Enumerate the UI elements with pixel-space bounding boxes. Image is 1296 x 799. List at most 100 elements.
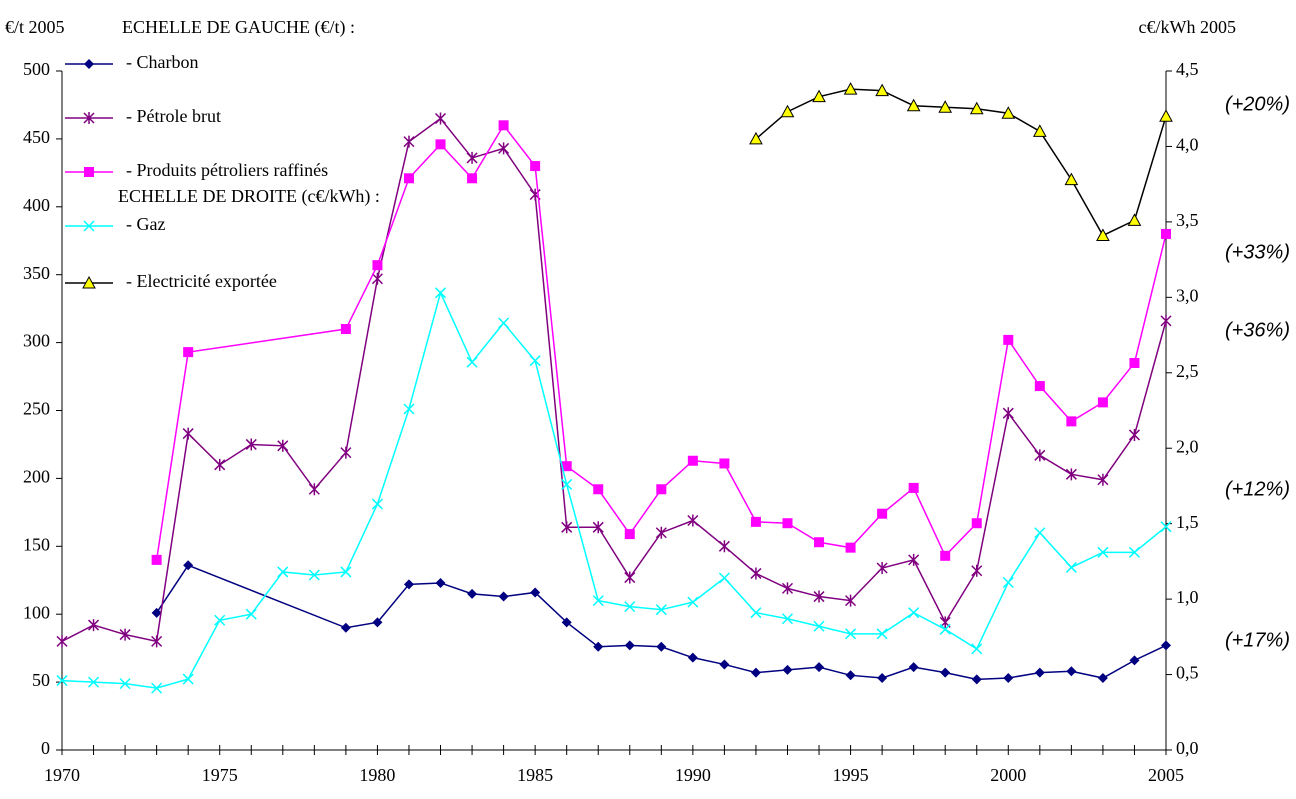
marker	[372, 260, 383, 271]
marker	[277, 566, 289, 578]
marker	[1129, 357, 1140, 368]
marker	[1161, 640, 1171, 651]
marker	[814, 537, 825, 548]
y-tick-label: 500	[23, 59, 50, 79]
y2-tick-label: 1,0	[1176, 587, 1199, 607]
marker	[750, 607, 762, 619]
marker	[1128, 546, 1140, 558]
marker	[908, 553, 920, 566]
annotation: (+33%)	[1225, 241, 1290, 263]
legend-label: - Electricité exportée	[126, 271, 277, 291]
y-tick-label: 300	[23, 331, 50, 351]
marker	[1064, 172, 1079, 186]
marker	[403, 403, 415, 415]
marker	[88, 676, 100, 688]
marker	[371, 498, 383, 510]
marker	[1160, 314, 1172, 327]
legend-heading: ECHELLE DE DROITE (c€/kWh) :	[118, 186, 380, 207]
y2-tick-label: 4,5	[1176, 59, 1199, 79]
marker	[908, 607, 920, 619]
marker	[971, 674, 982, 685]
series-line	[156, 564, 1167, 681]
marker	[1032, 124, 1047, 137]
marker	[940, 667, 951, 678]
marker	[1129, 655, 1140, 666]
y-tick-label: 350	[23, 263, 50, 283]
marker	[624, 571, 636, 584]
marker	[940, 550, 951, 561]
annotation: (+17%)	[1225, 629, 1290, 651]
marker	[845, 594, 857, 607]
marker	[845, 542, 856, 553]
legend-marker	[83, 112, 95, 124]
marker	[719, 458, 730, 469]
marker	[593, 641, 604, 652]
left-unit-label: €/t 2005	[5, 17, 65, 37]
y2-tick-label: 0,5	[1176, 663, 1199, 683]
marker	[467, 173, 478, 184]
x-tick-label: 1980	[359, 765, 395, 785]
marker	[245, 608, 257, 620]
x-tick-label: 2005	[1148, 765, 1184, 785]
marker	[151, 635, 163, 648]
marker	[875, 83, 889, 97]
marker	[434, 287, 447, 299]
y-tick-label: 250	[23, 399, 50, 419]
marker	[906, 98, 921, 112]
marker	[119, 678, 131, 690]
marker	[1097, 546, 1109, 558]
marker	[435, 139, 446, 150]
marker	[1127, 213, 1142, 226]
marker	[403, 135, 415, 148]
marker	[656, 641, 667, 652]
marker	[749, 131, 763, 145]
marker	[877, 673, 888, 684]
marker	[813, 590, 825, 603]
marker	[1161, 228, 1171, 239]
marker	[214, 458, 226, 471]
legend-marker	[82, 275, 96, 289]
marker	[1003, 673, 1014, 684]
marker	[530, 587, 541, 598]
marker	[1128, 428, 1140, 441]
marker	[624, 529, 635, 540]
marker	[1066, 416, 1077, 427]
annotation: (+36%)	[1225, 319, 1290, 341]
marker	[624, 640, 635, 651]
marker	[750, 667, 761, 678]
marker	[782, 518, 793, 529]
marker	[182, 673, 194, 685]
marker	[151, 554, 162, 565]
marker	[908, 662, 919, 673]
marker	[877, 508, 888, 519]
marker	[592, 595, 604, 607]
y-tick-label: 450	[23, 127, 50, 147]
y2-tick-label: 0,0	[1176, 738, 1199, 758]
marker	[780, 104, 795, 118]
marker	[530, 161, 541, 172]
marker	[308, 569, 320, 581]
marker	[340, 324, 351, 335]
marker	[1034, 381, 1045, 392]
x-tick-label: 1975	[202, 765, 238, 785]
marker	[813, 620, 825, 632]
series-line	[61, 290, 1167, 689]
marker	[498, 142, 510, 155]
marker	[1097, 397, 1108, 408]
y2-tick-label: 3,5	[1176, 210, 1199, 230]
marker	[340, 446, 352, 459]
marker	[403, 173, 414, 184]
x-tick-label: 1970	[44, 765, 80, 785]
y2-tick-label: 3,0	[1176, 285, 1199, 305]
marker	[782, 664, 793, 675]
series-line	[61, 117, 1167, 643]
marker	[1001, 106, 1016, 119]
marker	[719, 659, 730, 670]
marker	[750, 567, 762, 580]
marker	[971, 564, 983, 577]
x-tick-label: 1985	[517, 765, 553, 785]
marker	[435, 577, 446, 588]
marker	[498, 120, 509, 131]
marker	[1034, 667, 1045, 678]
